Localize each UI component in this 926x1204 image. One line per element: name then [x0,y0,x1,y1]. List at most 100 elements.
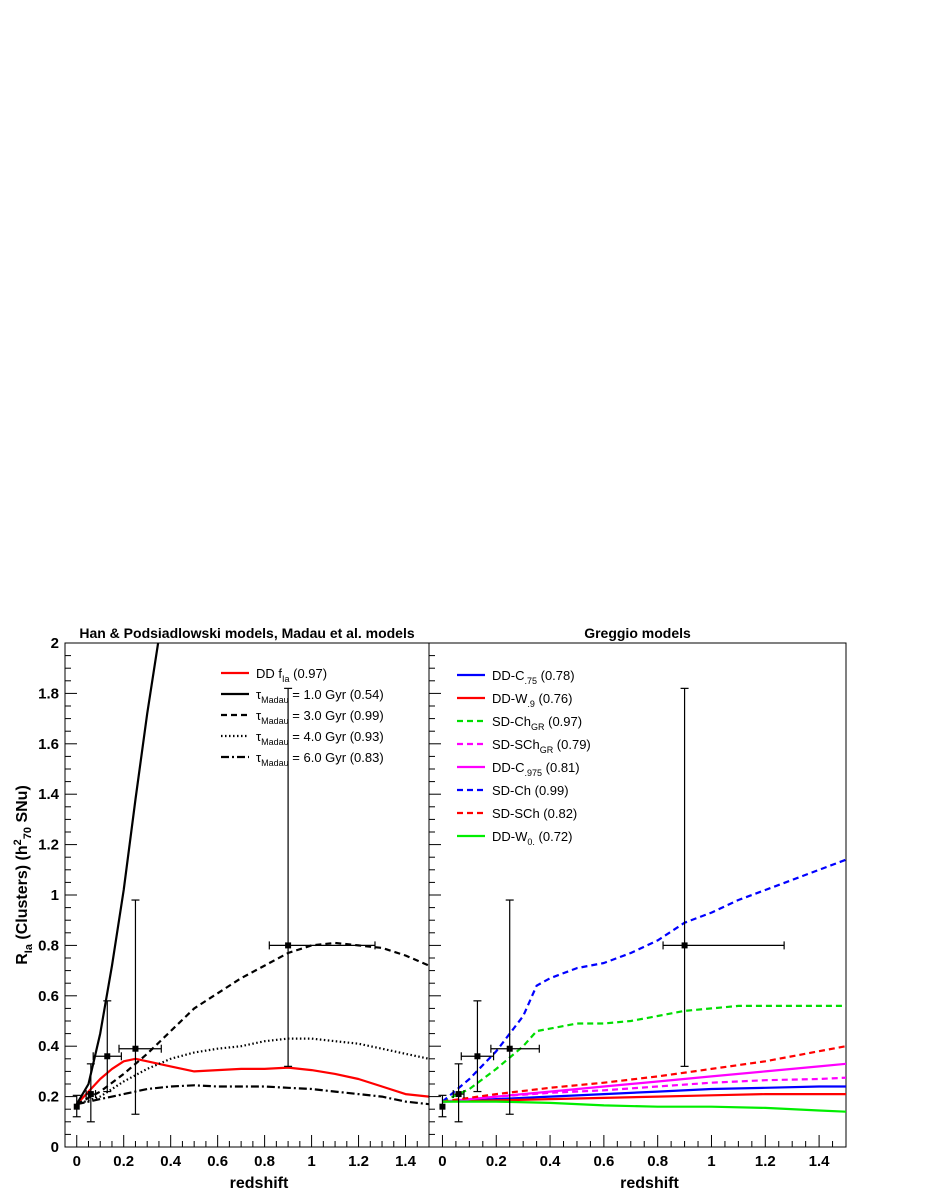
y-tick-label: 1.4 [38,786,60,803]
legend-entry-tail: (0.97) [545,714,583,729]
legend: DD fIa (0.97)τMadau = 1.0 Gyr (0.54)τMad… [221,666,384,768]
legend-entry: SD-Ch (0.99) [492,783,569,798]
legend-entry: DD-C.75 (0.78) [492,668,575,686]
data-point-marker [87,1091,94,1098]
y-axis-title-part: SNu) [14,785,31,827]
data-point-marker [474,1053,481,1060]
legend: DD-C.75 (0.78)DD-W.9 (0.76)SD-ChGR (0.97… [457,668,591,847]
legend-entry: DD-W.9 (0.76) [492,691,572,709]
series-line [442,1100,846,1113]
legend-entry-tail: (0.79) [553,737,591,752]
legend-entry-main: τ [256,729,262,744]
panel-title: Greggio models [584,625,691,641]
series-group [441,858,846,1113]
legend-entry-main: SD-Ch [492,783,531,798]
y-tick-label: 0 [51,1139,59,1156]
legend-entry-main: DD-C [492,760,525,775]
y-axis-title-part: Ia [23,943,35,953]
legend-entry-tail: = 4.0 Gyr (0.93) [289,729,384,744]
y-tick-label: 0.6 [38,988,59,1005]
y-tick-label: 1.8 [38,685,59,702]
x-tick-label: 0.8 [254,1153,275,1170]
legend-entry-main: τ [256,750,262,765]
legend-entry: τMadau = 6.0 Gyr (0.83) [256,750,384,768]
series-line [442,1085,846,1103]
y-axis-title-part: (Clusters) (h [14,845,31,944]
legend-entry-tail: (0.99) [531,783,569,798]
x-axis-title: redshift [620,1175,679,1192]
y-axis-title-part: R [14,953,31,965]
x-tick-label: 1 [707,1153,715,1170]
x-tick-label: 0 [73,1153,81,1170]
legend-entry: SD-SChGR (0.79) [492,737,591,755]
data-point-marker [455,1091,462,1098]
x-tick-label: 0.2 [113,1153,134,1170]
legend-entry: SD-SCh (0.82) [492,806,577,821]
y-tick-label: 1.2 [38,837,59,854]
x-tick-label: 0.8 [647,1153,668,1170]
series-line [442,1092,846,1103]
y-axis-title-part: 70 [22,827,34,839]
data-point-marker [132,1045,139,1052]
legend-entry-sub: GR [540,745,554,755]
x-tick-label: 0.6 [593,1153,614,1170]
legend-entry: SD-ChGR (0.97) [492,714,582,732]
legend-entry-tail: = 3.0 Gyr (0.99) [289,708,384,723]
legend-entry-main: τ [256,708,262,723]
legend-entry-main: DD-W [492,691,528,706]
data-points [72,687,376,1123]
legend-entry-main: SD-SCh [492,737,540,752]
legend-entry-sub: Madau [261,737,289,747]
legend-entry-main: SD-Ch [492,714,531,729]
x-tick-label: 0.4 [540,1153,562,1170]
data-point-marker [104,1053,111,1060]
legend-entry-sub: .75 [525,676,538,686]
legend-entry-sub: GR [531,722,545,732]
x-tick-label: 0 [438,1153,446,1170]
series-line [75,1057,429,1105]
x-tick-label: 0.6 [207,1153,228,1170]
legend-entry-sub: Madau [261,758,289,768]
legend-entry-tail: (0.76) [535,691,573,706]
data-point-marker [285,942,292,949]
x-tick-label: 0.2 [486,1153,507,1170]
legend-entry-tail: (0.72) [535,829,573,844]
series-line [442,1045,846,1103]
x-axis-title: redshift [230,1175,289,1192]
legend-entry-tail: (0.82) [540,806,578,821]
series-line [76,1037,429,1106]
y-tick-label: 2 [51,635,59,652]
legend-entry-sub: .9 [527,699,535,709]
legend-entry-main: SD-SCh [492,806,540,821]
legend-entry-sub: 0. [527,837,535,847]
y-axis-title-part: 2 [12,839,24,845]
y-tick-label: 1 [51,887,59,904]
y-tick-label: 0.2 [38,1089,59,1106]
x-tick-label: 1.4 [395,1153,417,1170]
x-tick-label: 1 [307,1153,315,1170]
legend-entry: DD-C.975 (0.81) [492,760,580,778]
data-point-marker [681,942,688,949]
x-tick-label: 1.4 [809,1153,831,1170]
x-tick-label: 0.4 [160,1153,182,1170]
y-tick-label: 0.8 [38,937,59,954]
legend-entry-main: τ [256,687,262,702]
legend-entry: τMadau = 1.0 Gyr (0.54) [256,687,384,705]
y-tick-label: 1.6 [38,736,59,753]
series-line [441,858,846,1103]
y-tick-label: 0.4 [38,1038,60,1055]
data-point-marker [506,1045,513,1052]
x-tick-label: 1.2 [755,1153,776,1170]
legend-entry-sub: Madau [261,716,289,726]
series-line [442,1004,846,1103]
legend-entry-sub: Madau [261,695,289,705]
legend-entry: τMadau = 3.0 Gyr (0.99) [256,708,384,726]
legend-entry: DD-W0. (0.72) [492,829,572,847]
legend-entry-main: DD-W [492,829,528,844]
panel-title: Han & Podsiadlowski models, Madau et al.… [79,625,415,641]
series-line [442,1062,846,1103]
legend-entry-sub: .975 [525,768,543,778]
right-panel: Greggio models 0 0.2 0.4 0.6 0.8 1 1.2 1.4 redshi… [428,625,847,1192]
